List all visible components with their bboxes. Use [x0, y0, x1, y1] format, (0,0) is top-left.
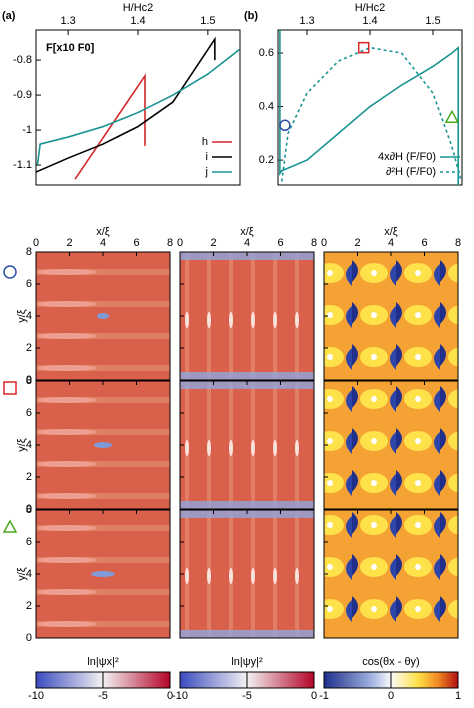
y-tick-label: 2: [26, 342, 32, 354]
x-tick-label: 4: [244, 237, 250, 249]
y-tick-label: 0.4: [259, 100, 274, 112]
y-axis-label: y/ξ: [16, 309, 28, 323]
x-tick-label: 1.4: [130, 15, 145, 27]
colorbar-label: cos(θx - θy): [362, 656, 419, 668]
heatmap-edge: [180, 372, 314, 380]
y-tick-label: 6: [26, 278, 32, 290]
colorbar-tick-label: -10: [172, 690, 188, 702]
y-axis-label: y/ξ: [16, 567, 28, 581]
y-tick-label: 6: [26, 407, 32, 419]
x-axis-label: x/ξ: [96, 226, 110, 238]
row-symbol: [2, 519, 18, 533]
x-tick-label: 6: [277, 237, 283, 249]
colorbar-tick-label: 1: [455, 690, 461, 702]
heatmap-image: [324, 381, 458, 509]
y-tick-label: 8: [26, 246, 32, 258]
y-tick-label: 0.6: [259, 47, 274, 59]
y-tick-label: -1: [22, 124, 32, 136]
colorbar-tick-label: -1: [319, 690, 329, 702]
colorbar-tick-label: -5: [98, 690, 108, 702]
heatmap-image: [324, 252, 458, 380]
x-axis-label: x/ξ: [240, 226, 254, 238]
heatmap-image: [324, 510, 458, 638]
colorbar-tick-label: 0: [311, 690, 317, 702]
y-tick-label: 4: [26, 439, 32, 451]
heatmap-images: [36, 252, 458, 638]
y-tick-label: 0.2: [259, 154, 274, 166]
x-tick-label: 4: [388, 237, 394, 249]
row-symbol: [3, 381, 17, 395]
y-tick-label: 0: [26, 503, 32, 515]
legend-label: h: [202, 136, 208, 148]
series-line: [36, 48, 240, 166]
y-tick-label: 8: [26, 375, 32, 387]
y-tick-label: 8: [26, 504, 32, 516]
y-tick-label: 0: [26, 632, 32, 644]
x-tick-label: 1.5: [425, 15, 440, 27]
x-tick-label: 6: [133, 237, 139, 249]
x-tick-label: 1.5: [200, 15, 215, 27]
x-tick-label: 0: [321, 237, 327, 249]
colorbar-label: ln|ψx|²: [87, 656, 119, 668]
y-tick-label: -0.9: [13, 89, 32, 101]
x-axis-label: H/Hc2: [123, 2, 154, 14]
panel-label: (a): [2, 10, 16, 22]
vortex-core: [94, 442, 112, 448]
panel-label: (b): [244, 10, 258, 22]
legend-label: j: [205, 166, 208, 178]
heatmap-edge: [180, 630, 314, 638]
x-tick-label: 8: [167, 237, 173, 249]
colorbar-tick-label: 0: [388, 690, 394, 702]
legend-label: ∂²H (F/F0): [386, 166, 436, 178]
colorbar-label: ln|ψy|²: [231, 656, 263, 668]
row-symbol: [3, 265, 17, 279]
x-axis-label: H/Hc2: [355, 2, 386, 14]
x-tick-label: 0: [177, 237, 183, 249]
x-tick-label: 1.3: [60, 15, 75, 27]
y-tick-label: 0: [26, 374, 32, 386]
y-tick-label: -0.8: [13, 54, 32, 66]
y-tick-label: 2: [26, 600, 32, 612]
x-tick-label: 1.4: [362, 15, 377, 27]
vortex-core: [97, 313, 109, 319]
x-tick-label: 6: [421, 237, 427, 249]
colorbar-tick-label: 0: [167, 690, 173, 702]
x-tick-label: 2: [210, 237, 216, 249]
marker: [444, 109, 460, 124]
heatmap-edge: [180, 501, 314, 509]
heatmap-image: [180, 510, 314, 638]
y-tick-label: 6: [26, 536, 32, 548]
series-line: [35, 36, 216, 173]
x-tick-label: 8: [311, 237, 317, 249]
heatmap-image: [180, 252, 314, 380]
x-tick-label: 4: [100, 237, 106, 249]
x-tick-label: 1.3: [299, 15, 314, 27]
x-tick-label: 2: [354, 237, 360, 249]
y-tick-label: -1.1: [13, 159, 32, 171]
colorbar-tick-label: -10: [28, 690, 44, 702]
y-axis-label: y/ξ: [16, 438, 28, 452]
series-line: [279, 30, 460, 185]
x-tick-label: 0: [33, 237, 39, 249]
marker: [279, 119, 291, 132]
legend-label: i: [206, 151, 208, 163]
colorbar-tick-label: -5: [242, 690, 252, 702]
x-axis-label: x/ξ: [384, 226, 398, 238]
x-tick-label: 8: [455, 237, 461, 249]
marker: [357, 41, 370, 54]
y-tick-label: 4: [26, 310, 32, 322]
annotation: F[x10 F0]: [46, 42, 95, 54]
legend-label: 4x∂H (F/F0): [378, 151, 436, 163]
y-tick-label: 4: [26, 568, 32, 580]
heatmap-image: [180, 381, 314, 509]
x-tick-label: 2: [66, 237, 72, 249]
y-tick-label: 2: [26, 471, 32, 483]
vortex-core: [91, 571, 115, 577]
